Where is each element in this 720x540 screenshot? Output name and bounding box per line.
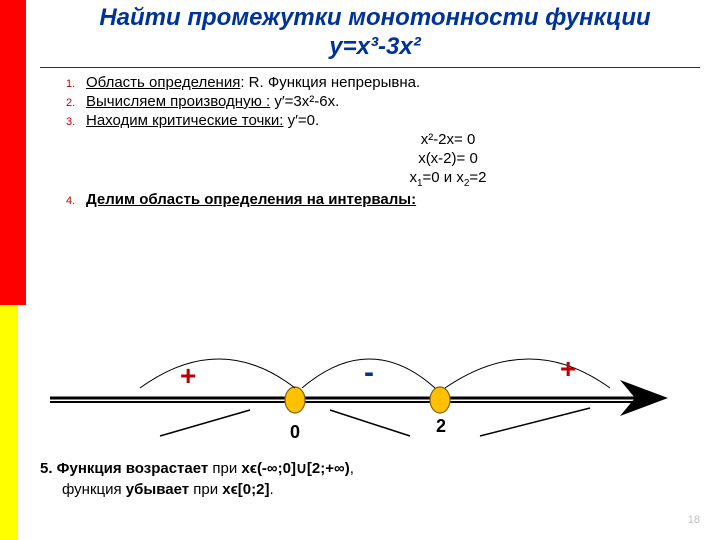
conclusion: 5. Функция возрастает при хϵ(-∞;0]∪[2;+∞…: [40, 455, 690, 502]
step-3: 3. Находим критические точки: у′=0.: [66, 112, 710, 129]
math-line-2: х(х-2)= 0: [186, 150, 710, 167]
math-line-3: х1=0 и х2=2: [186, 169, 710, 189]
red-stripe: [0, 0, 26, 305]
sign-right: +: [560, 353, 576, 384]
step-4: 4. Делим область определения на интервал…: [66, 191, 710, 208]
step-2: 2. Вычисляем производную : у′=3х²-6х.: [66, 93, 710, 110]
sign-left: +: [180, 360, 196, 391]
steps-list: 1. Область определения: R. Функция непре…: [66, 74, 710, 208]
title-line1: Найти промежутки монотонности функции: [40, 4, 710, 33]
step-1: 1. Область определения: R. Функция непре…: [66, 74, 710, 91]
number-line-diagram: + - + 0 2: [50, 340, 670, 440]
math-line-1: х²-2х= 0: [186, 131, 710, 148]
point-label-2: 2: [436, 416, 446, 436]
point-label-0: 0: [290, 422, 300, 440]
divider: [40, 67, 700, 68]
page-number: 18: [688, 514, 700, 526]
sign-middle: -: [364, 356, 374, 389]
title-line2: у=х³-3х²: [40, 33, 710, 61]
